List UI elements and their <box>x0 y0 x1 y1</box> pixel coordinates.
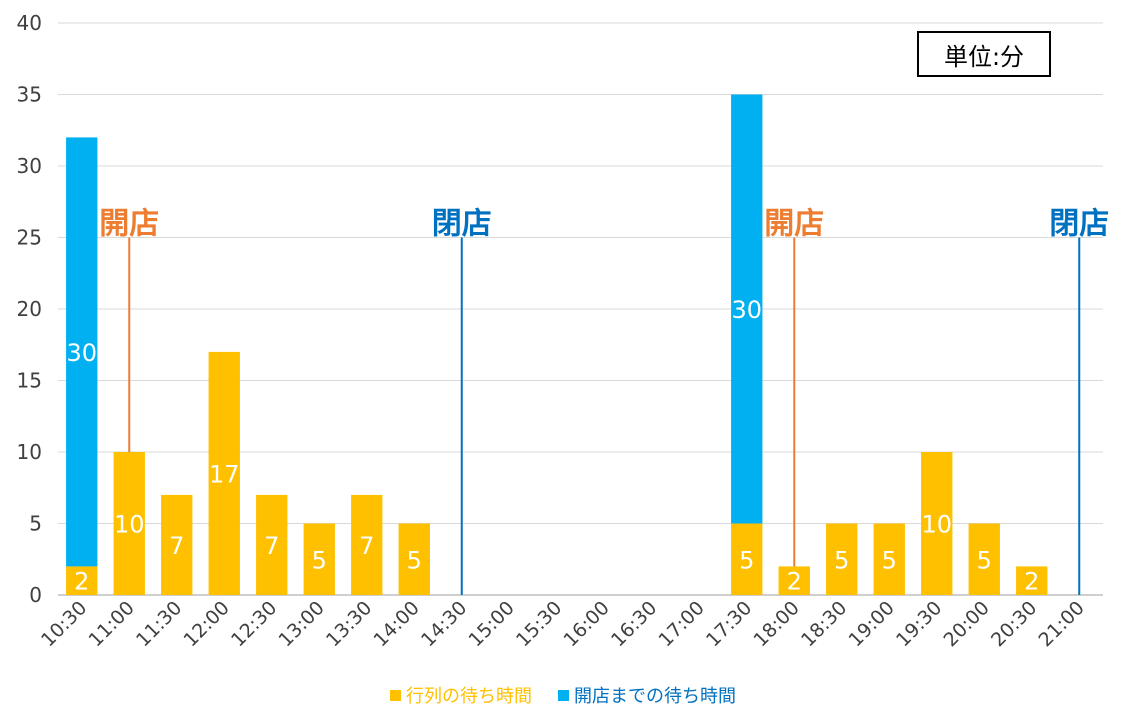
bar-queue <box>161 494 193 595</box>
x-tick-label: 14:30 <box>417 597 471 651</box>
data-label: 30 <box>731 296 762 324</box>
data-label: 5 <box>739 546 754 574</box>
x-tick-label: 16:30 <box>607 597 661 651</box>
y-tick-label: 40 <box>17 11 42 35</box>
x-tick-label: 11:00 <box>85 597 139 651</box>
annotation-label: 開店 <box>99 207 159 242</box>
bar-queue <box>731 523 763 595</box>
x-tick-label: 18:30 <box>797 597 851 651</box>
bar-opening <box>731 94 763 524</box>
x-tick-label: 17:30 <box>702 597 756 651</box>
annotation-label: 閉店 <box>1049 207 1109 242</box>
legend-label-queue: 行列の待ち時間 <box>406 686 532 707</box>
legend-label-opening: 開店までの待ち時間 <box>574 686 736 707</box>
bar-queue <box>968 523 1000 595</box>
data-label: 2 <box>787 568 802 596</box>
bar-queue <box>256 494 288 595</box>
x-tick-label: 13:30 <box>322 597 376 651</box>
y-tick-label: 35 <box>17 83 42 107</box>
data-label: 7 <box>359 532 374 560</box>
bar-queue <box>1016 566 1048 595</box>
legend: 行列の待ち時間 開店までの待ち時間 <box>0 682 1126 708</box>
x-tick-label: 21:00 <box>1035 597 1089 651</box>
bar-queue <box>113 452 145 595</box>
y-tick-label: 15 <box>17 369 42 393</box>
data-label: 5 <box>882 546 897 574</box>
x-tick-label: 15:00 <box>465 597 519 651</box>
y-tick-label: 25 <box>17 226 42 250</box>
bar-queue <box>778 566 810 595</box>
unit-label: 単位:分 <box>917 31 1051 77</box>
y-tick-label: 0 <box>29 583 42 607</box>
x-tick-label: 14:00 <box>370 597 424 651</box>
legend-item-opening: 開店までの待ち時間 <box>558 682 736 708</box>
data-label: 5 <box>407 546 422 574</box>
x-tick-label: 19:30 <box>892 597 946 651</box>
bar-queue <box>921 452 953 595</box>
bar-queue <box>303 523 335 595</box>
x-tick-label: 19:00 <box>845 597 899 651</box>
x-tick-label: 10:30 <box>37 597 91 651</box>
legend-swatch-opening <box>558 689 569 701</box>
bar-queue <box>873 523 905 595</box>
y-tick-label: 10 <box>17 440 42 464</box>
data-label: 30 <box>66 339 97 367</box>
y-tick-label: 30 <box>17 154 42 178</box>
y-tick-label: 5 <box>29 512 42 536</box>
x-tick-label: 15:30 <box>512 597 566 651</box>
bar-queue <box>66 566 98 595</box>
x-tick-label: 17:00 <box>655 597 709 651</box>
x-tick-label: 13:00 <box>275 597 329 651</box>
legend-item-queue: 行列の待ち時間 <box>390 682 532 708</box>
x-tick-label: 18:00 <box>750 597 804 651</box>
x-tick-label: 16:00 <box>560 597 614 651</box>
data-label: 10 <box>114 511 145 539</box>
data-label: 2 <box>1024 568 1039 596</box>
bar-queue <box>826 523 858 595</box>
data-label: 5 <box>312 546 327 574</box>
x-tick-label: 20:30 <box>987 597 1041 651</box>
x-tick-label: 20:00 <box>940 597 994 651</box>
legend-swatch-queue <box>390 689 401 701</box>
bar-queue <box>208 351 240 595</box>
x-tick-label: 12:30 <box>227 597 281 651</box>
bar-queue <box>398 523 430 595</box>
bar-queue <box>351 494 383 595</box>
data-label: 2 <box>74 568 89 596</box>
data-label: 10 <box>921 511 952 539</box>
data-label: 7 <box>264 532 279 560</box>
x-tick-label: 12:00 <box>180 597 234 651</box>
data-label: 17 <box>209 460 240 488</box>
annotation-label: 閉店 <box>432 207 492 242</box>
data-label: 5 <box>834 546 849 574</box>
bar-opening <box>66 137 98 567</box>
data-label: 5 <box>977 546 992 574</box>
x-tick-label: 11:30 <box>132 597 186 651</box>
annotation-label: 開店 <box>764 207 824 242</box>
y-tick-label: 20 <box>17 297 42 321</box>
data-label: 7 <box>169 532 184 560</box>
